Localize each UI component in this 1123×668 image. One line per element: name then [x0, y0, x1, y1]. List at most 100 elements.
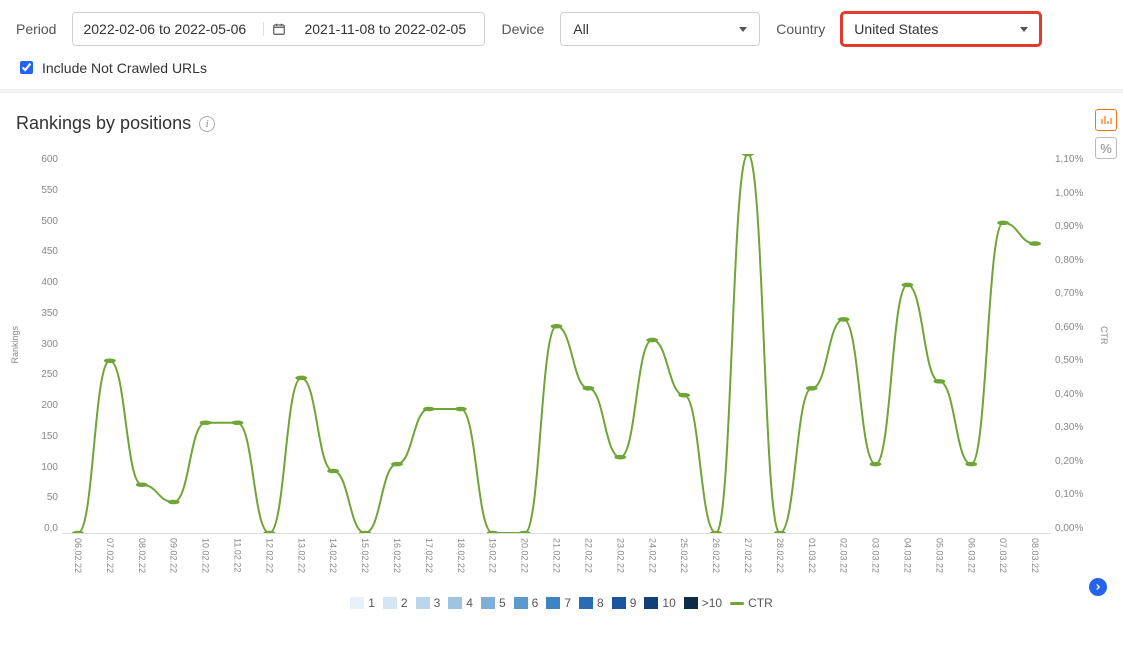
x-axis-label: 19.02.22 — [477, 534, 509, 584]
period-date-group — [72, 12, 485, 46]
x-axis-label: 01.03.22 — [796, 534, 828, 584]
device-select-value: All — [573, 21, 589, 37]
ctr-marker — [487, 531, 499, 533]
y-right-tick: 0,70% — [1051, 288, 1107, 299]
ctr-marker — [933, 379, 945, 384]
y-left-tick: 250 — [16, 369, 62, 380]
legend-swatch — [350, 597, 364, 609]
info-icon[interactable]: i — [199, 116, 215, 132]
legend-item[interactable]: 3 — [416, 596, 441, 610]
x-axis-label: 04.03.22 — [892, 534, 924, 584]
y-right-tick: 1,10% — [1051, 154, 1107, 165]
legend-item[interactable]: 4 — [448, 596, 473, 610]
y-axis-left: Rankings 6005505004504003503002502001501… — [16, 154, 62, 584]
x-axis-label: 03.03.22 — [860, 534, 892, 584]
ctr-marker — [455, 407, 467, 412]
x-axis-label: 24.02.22 — [636, 534, 668, 584]
device-select[interactable]: All — [560, 12, 760, 46]
ctr-marker — [902, 283, 914, 288]
legend-item[interactable]: 7 — [546, 596, 571, 610]
chart-title-row: Rankings by positions i — [16, 113, 1107, 134]
legend-item[interactable]: 5 — [481, 596, 506, 610]
ctr-marker — [838, 317, 850, 322]
y-left-tick: 50 — [16, 492, 62, 503]
legend-swatch — [546, 597, 560, 609]
country-select-value: United States — [854, 21, 938, 37]
x-axis-label: 06.03.22 — [955, 534, 987, 584]
legend-swatch — [579, 597, 593, 609]
y-left-tick: 600 — [16, 154, 62, 165]
ctr-marker — [582, 386, 594, 391]
legend-label: 1 — [368, 596, 375, 610]
bars-area — [62, 154, 1051, 534]
x-axis-label: 21.02.22 — [541, 534, 573, 584]
y-axis-right: CTR 1,10%1,00%0,90%0,80%0,70%0,60%0,50%0… — [1051, 154, 1107, 584]
legend-label: 9 — [630, 596, 637, 610]
chart-mode-buttons: % — [1095, 109, 1117, 159]
y-left-tick: 550 — [16, 185, 62, 196]
y-right-tick: 0,20% — [1051, 456, 1107, 467]
legend-item[interactable]: 8 — [579, 596, 604, 610]
x-axis-label: 26.02.22 — [700, 534, 732, 584]
ctr-marker — [965, 462, 977, 467]
ctr-marker — [327, 469, 339, 474]
ctr-marker — [1029, 241, 1041, 246]
legend-item[interactable]: >10 — [684, 596, 722, 610]
legend-item[interactable]: CTR — [730, 596, 773, 610]
x-axis-label: 16.02.22 — [381, 534, 413, 584]
filters-bar: Period Device All Country United States — [0, 0, 1123, 58]
y-left-tick: 350 — [16, 308, 62, 319]
y-left-title: Rankings — [10, 326, 20, 364]
legend-item[interactable]: 1 — [350, 596, 375, 610]
ctr-marker — [646, 338, 658, 343]
y-right-tick: 0,30% — [1051, 422, 1107, 433]
x-axis-label: 05.03.22 — [923, 534, 955, 584]
x-axis-label: 25.02.22 — [668, 534, 700, 584]
legend-label: 4 — [466, 596, 473, 610]
legend-item[interactable]: 9 — [612, 596, 637, 610]
x-axis-label: 09.02.22 — [158, 534, 190, 584]
include-not-crawled-checkbox[interactable] — [20, 61, 33, 74]
legend-label: 10 — [662, 596, 675, 610]
ctr-line-path — [78, 154, 1035, 533]
ctr-marker — [710, 531, 722, 533]
y-right-title: CTR — [1099, 326, 1109, 345]
y-left-tick: 450 — [16, 246, 62, 257]
legend-swatch — [448, 597, 462, 609]
legend-swatch — [644, 597, 658, 609]
legend-label: 5 — [499, 596, 506, 610]
y-right-tick: 1,00% — [1051, 188, 1107, 199]
legend-swatch — [416, 597, 430, 609]
legend-swatch — [612, 597, 626, 609]
date-range-1-input[interactable] — [73, 13, 263, 45]
x-axis-label: 11.02.22 — [222, 534, 254, 584]
legend-label: >10 — [702, 596, 722, 610]
ctr-marker — [870, 462, 882, 467]
caret-down-icon — [1020, 27, 1028, 32]
x-axis-label: 18.02.22 — [445, 534, 477, 584]
x-axis-label: 20.02.22 — [509, 534, 541, 584]
legend-swatch — [481, 597, 495, 609]
ctr-marker — [742, 154, 754, 156]
ctr-marker — [678, 393, 690, 398]
country-select[interactable]: United States — [841, 12, 1041, 46]
y-left-tick: 0,0 — [16, 523, 62, 534]
y-right-tick: 0,10% — [1051, 489, 1107, 500]
x-axis-label: 08.02.22 — [126, 534, 158, 584]
legend-item[interactable]: 6 — [514, 596, 539, 610]
include-not-crawled-row: Include Not Crawled URLs — [0, 58, 1123, 89]
date-range-2-input[interactable] — [294, 13, 484, 45]
ctr-marker — [519, 531, 531, 533]
x-axis-label: 08.03.22 — [1019, 534, 1051, 584]
calendar-icon[interactable] — [263, 22, 294, 36]
scroll-right-button[interactable] — [1089, 578, 1107, 596]
ctr-marker — [136, 482, 148, 487]
x-axis-label: 22.02.22 — [573, 534, 605, 584]
ctr-marker — [263, 531, 275, 533]
legend-item[interactable]: 10 — [644, 596, 675, 610]
legend-item[interactable]: 2 — [383, 596, 408, 610]
y-right-tick: 0,90% — [1051, 221, 1107, 232]
x-axis-label: 27.02.22 — [732, 534, 764, 584]
bar-mode-button[interactable] — [1095, 109, 1117, 131]
chart-section: Rankings by positions i % Rankings 60055… — [0, 93, 1123, 634]
